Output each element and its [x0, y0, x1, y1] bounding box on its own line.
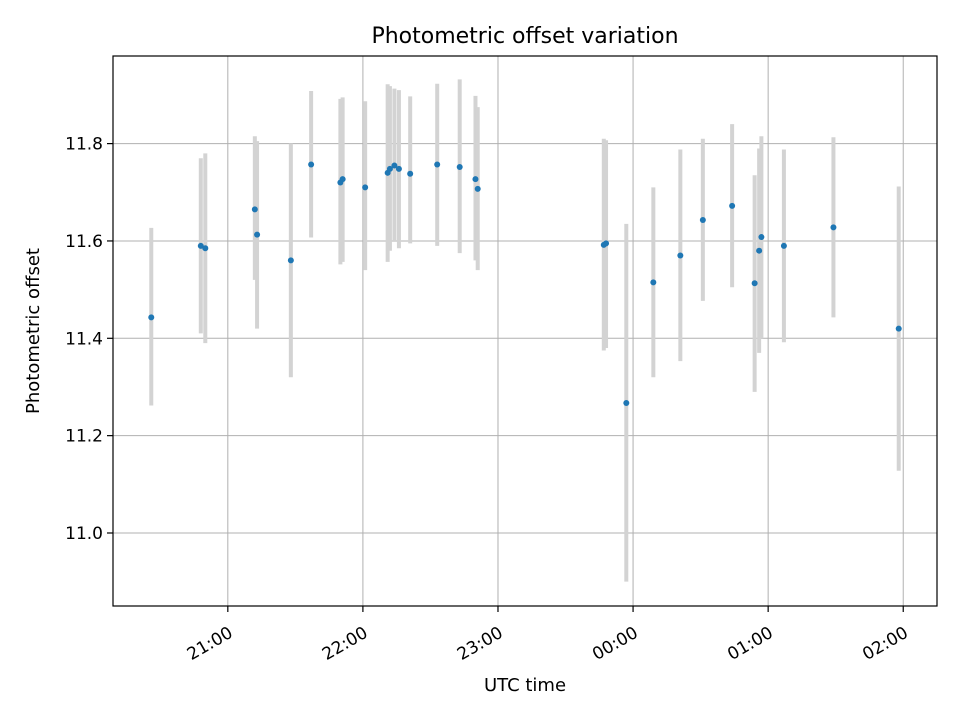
data-point [287, 257, 294, 264]
data-point [362, 184, 369, 191]
x-axis-label: UTC time [484, 675, 566, 696]
data-point [677, 252, 684, 259]
data-point [472, 176, 479, 183]
chart-title: Photometric offset variation [371, 24, 678, 49]
y-axis-label: Photometric offset [23, 248, 44, 414]
data-point [603, 240, 610, 247]
data-point [756, 247, 763, 254]
data-points [148, 161, 902, 407]
y-tick-label: 11.2 [65, 427, 103, 447]
data-point [197, 242, 204, 249]
y-tick-label: 11.6 [65, 232, 103, 252]
data-point [474, 185, 481, 192]
data-point [830, 224, 837, 231]
data-point [650, 279, 657, 286]
grid-lines [113, 56, 937, 606]
data-point [699, 217, 706, 224]
plot-frame [112, 55, 938, 607]
data-point [395, 165, 402, 172]
y-tick-label: 11.4 [65, 329, 103, 349]
data-point [758, 234, 765, 241]
data-point [386, 165, 393, 172]
y-axis-ticks: 11.0 11.2 11.4 11.6 11.8 [65, 135, 113, 544]
data-point [456, 163, 463, 170]
data-point [148, 314, 155, 321]
data-point [407, 170, 414, 177]
data-point [751, 280, 758, 287]
data-point [391, 162, 398, 169]
data-point [434, 161, 441, 168]
y-tick-label: 11.8 [65, 135, 103, 155]
data-point [895, 325, 902, 332]
data-point [251, 206, 258, 213]
y-tick-label: 11.0 [65, 524, 103, 544]
data-point [308, 161, 315, 168]
data-point [623, 400, 630, 407]
data-point [202, 245, 209, 252]
data-point [729, 202, 736, 209]
data-point [780, 242, 787, 249]
data-point [339, 176, 346, 183]
data-point [254, 231, 261, 238]
